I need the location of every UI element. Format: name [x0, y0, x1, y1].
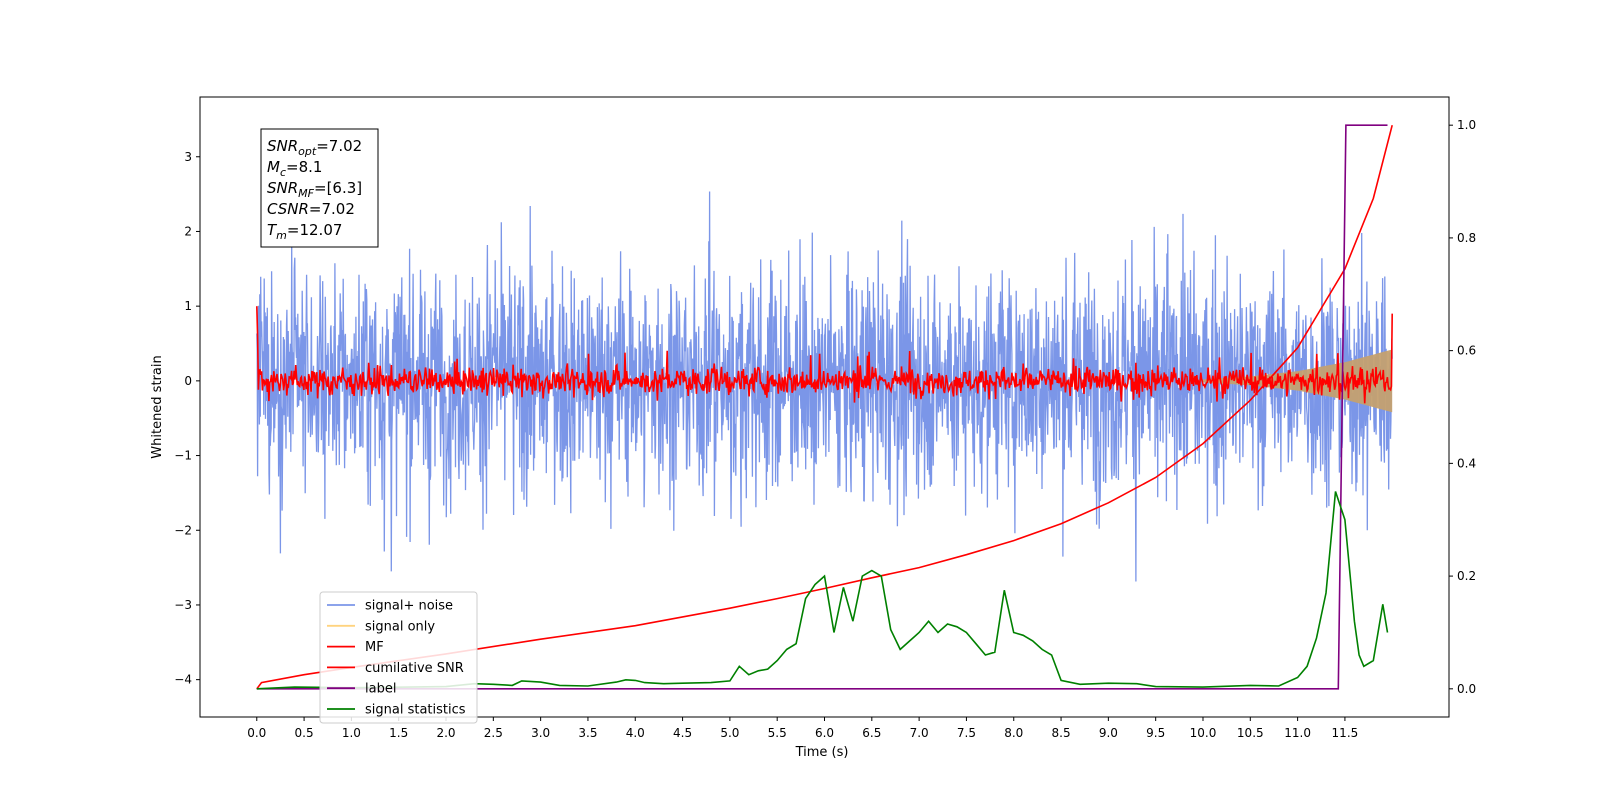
x-tick-label: 9.0 — [1099, 726, 1118, 740]
x-tick-label: 7.0 — [910, 726, 929, 740]
x-tick-label: 5.5 — [768, 726, 787, 740]
x-tick-label: 7.5 — [957, 726, 976, 740]
x-tick-label: 3.5 — [578, 726, 597, 740]
legend-label: MF — [365, 640, 384, 655]
annotation-line: Mc=8.1 — [267, 158, 322, 179]
series-signal-noise — [256, 191, 1393, 582]
annotation-line: CSNR=7.02 — [267, 200, 355, 218]
y2-tick-label: 0.4 — [1457, 456, 1476, 470]
y-tick-label: 2 — [184, 224, 192, 238]
y-tick-label: −1 — [174, 449, 192, 463]
y2-tick-label: 0.8 — [1457, 231, 1476, 245]
x-tick-label: 0.0 — [247, 726, 266, 740]
x-tick-label: 0.5 — [295, 726, 314, 740]
x-tick-label: 4.0 — [626, 726, 645, 740]
x-tick-label: 6.5 — [862, 726, 881, 740]
y2-tick-label: 0.0 — [1457, 682, 1476, 696]
legend-label: label — [365, 682, 396, 697]
y-axis-label: Whitened strain — [150, 355, 165, 458]
x-tick-label: 11.5 — [1332, 726, 1359, 740]
series-signal-only — [1203, 349, 1393, 413]
x-tick-label: 1.0 — [342, 726, 361, 740]
y2-tick-label: 0.2 — [1457, 569, 1476, 583]
x-axis: 0.0 0.5 1.0 1.5 2.0 2.5 3.0 3.5 4.0 4.5 5.0 5.5 6.0 6… — [247, 717, 1358, 740]
series-mf — [256, 306, 1393, 404]
x-tick-label: 1.5 — [389, 726, 408, 740]
x-tick-label: 3.0 — [531, 726, 550, 740]
y-tick-label: −4 — [174, 673, 192, 687]
series-label — [256, 124, 1388, 690]
legend-label: cumilative SNR — [365, 661, 464, 676]
x-axis-label: Time (s) — [795, 745, 849, 760]
y-tick-label: 0 — [184, 374, 192, 388]
y-tick-label: 1 — [184, 299, 192, 313]
annotation-line: Tm=12.07 — [267, 221, 342, 242]
x-tick-label: 2.5 — [484, 726, 503, 740]
legend-label: signal+ noise — [365, 599, 453, 614]
x-tick-label: 6.0 — [815, 726, 834, 740]
legend-frame — [319, 591, 478, 724]
annotation-line: SNRMF=[6.3] — [267, 179, 362, 200]
y-tick-label: −3 — [174, 598, 192, 612]
y-tick-label: −2 — [174, 523, 192, 537]
y-axis-left: 3 2 1 0 −1 −2 −3 −4 — [174, 150, 200, 687]
x-tick-label: 2.0 — [436, 726, 455, 740]
x-tick-label: 5.0 — [720, 726, 739, 740]
x-tick-label: 8.0 — [1004, 726, 1023, 740]
x-tick-label: 11.0 — [1284, 726, 1311, 740]
y2-tick-label: 0.6 — [1457, 344, 1476, 358]
annotation-frame — [260, 128, 379, 248]
legend: signal+ noise signal only MF cumilative SNR… — [319, 591, 478, 724]
y2-tick-label: 1.0 — [1457, 118, 1476, 132]
x-tick-label: 4.5 — [673, 726, 692, 740]
x-tick-label: 9.5 — [1146, 726, 1165, 740]
x-tick-label: 10.0 — [1190, 726, 1217, 740]
x-tick-label: 10.5 — [1237, 726, 1264, 740]
series-signal-statistics — [256, 491, 1389, 690]
legend-label: signal statistics — [365, 703, 466, 718]
y-axis-right: 1.0 0.8 0.6 0.4 0.2 0.0 — [1449, 118, 1476, 696]
legend-label: signal only — [365, 619, 435, 634]
y-tick-label: 3 — [184, 150, 192, 164]
x-tick-label: 8.5 — [1052, 726, 1071, 740]
annotation-line: SNRopt=7.02 — [267, 137, 362, 158]
